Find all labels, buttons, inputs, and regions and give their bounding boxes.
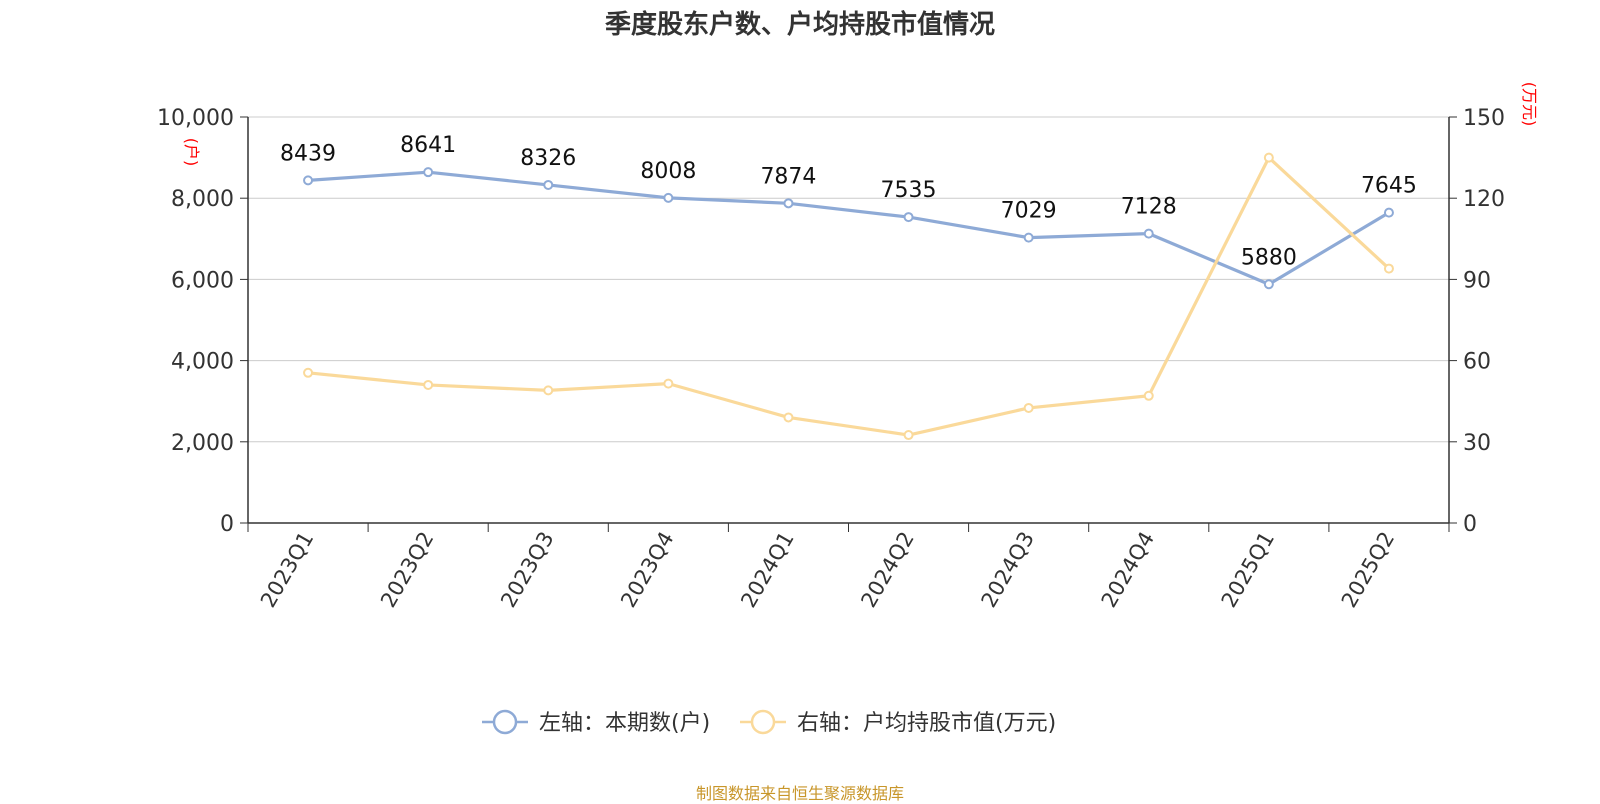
- legend: 左轴：本期数(户) 右轴：户均持股市值(万元): [482, 709, 1056, 736]
- right-tick-label: 90: [1463, 268, 1491, 293]
- right-tick-label: 30: [1463, 431, 1491, 456]
- data-source-footer: 制图数据来自恒生聚源数据库: [695, 784, 904, 803]
- data-label: 8641: [400, 133, 456, 158]
- data-label: 7874: [760, 164, 816, 189]
- left-axis-ticks: 0 2,000 4,000 6,000 8,000 10,000: [157, 106, 248, 537]
- legend-swatch-marker: [492, 709, 518, 735]
- legend-label: 左轴：本期数(户): [539, 711, 710, 736]
- data-point: [783, 412, 794, 423]
- data-point: [303, 175, 314, 186]
- category-label: 2023Q2: [376, 528, 438, 612]
- data-point: [1023, 402, 1034, 413]
- axes: [247, 117, 1450, 532]
- series-line-1: [307, 170, 1390, 286]
- category-label: 2023Q3: [496, 528, 558, 612]
- data-point: [1263, 279, 1274, 290]
- gridlines: [248, 116, 1449, 443]
- right-tick-label: 150: [1463, 106, 1505, 131]
- category-label: 2025Q1: [1217, 528, 1279, 612]
- data-label: 8008: [640, 159, 696, 184]
- data-point: [543, 385, 554, 396]
- data-point: [903, 430, 914, 441]
- data-point: [1143, 390, 1154, 401]
- category-label: 2025Q2: [1337, 528, 1399, 612]
- category-label: 2023Q4: [616, 528, 678, 612]
- left-tick-label: 2,000: [171, 431, 234, 456]
- data-point: [423, 379, 434, 390]
- data-point: [663, 378, 674, 389]
- data-point: [783, 198, 794, 209]
- data-point: [1143, 228, 1154, 239]
- data-point: [663, 192, 674, 203]
- data-label: 7645: [1361, 174, 1417, 199]
- right-axis-ticks: 0 30 60 90 120 150: [1449, 106, 1505, 537]
- data-point: [303, 367, 314, 378]
- left-tick-label: 10,000: [157, 106, 234, 131]
- data-point: [903, 212, 914, 223]
- series-line-2: [307, 156, 1391, 437]
- category-label: 2023Q1: [256, 528, 318, 612]
- legend-label: 右轴：户均持股市值(万元): [797, 711, 1056, 736]
- category-label: 2024Q4: [1097, 528, 1159, 612]
- right-tick-label: 0: [1463, 512, 1477, 537]
- right-tick-label: 60: [1463, 350, 1491, 375]
- data-point: [423, 167, 434, 178]
- series-layer: 8439 8641 8326 8008 7874 7535 7029 7128 5880 7645: [280, 133, 1417, 441]
- category-labels: 2023Q1 2023Q2 2023Q3 2023Q4 2024Q1 2024Q2 2024…: [256, 528, 1399, 612]
- right-axis-unit: (万元): [1520, 82, 1539, 127]
- data-label: 8439: [280, 141, 336, 166]
- data-point: [1383, 207, 1394, 218]
- legend-item-2: 右轴：户均持股市值(万元): [740, 709, 1056, 736]
- legend-swatch-marker: [750, 709, 776, 735]
- data-label: 7128: [1121, 195, 1177, 220]
- data-point: [1383, 263, 1394, 274]
- category-label: 2024Q1: [736, 528, 798, 612]
- data-label: 5880: [1241, 245, 1297, 270]
- chart-title: 季度股东户数、户均持股市值情况: [604, 10, 995, 40]
- data-label: 7535: [881, 178, 937, 203]
- left-tick-label: 4,000: [171, 350, 234, 375]
- category-label: 2024Q2: [856, 528, 918, 612]
- data-point: [543, 179, 554, 190]
- left-tick-label: 0: [220, 512, 234, 537]
- data-point: [1023, 232, 1034, 243]
- left-axis-unit: (户): [182, 138, 201, 167]
- left-tick-label: 8,000: [171, 187, 234, 212]
- right-tick-label: 120: [1463, 187, 1505, 212]
- legend-item-1: 左轴：本期数(户): [482, 709, 710, 736]
- left-tick-label: 6,000: [171, 268, 234, 293]
- data-point: [1263, 152, 1274, 163]
- category-label: 2024Q3: [977, 528, 1039, 612]
- data-label: 7029: [1001, 199, 1057, 224]
- data-label: 8326: [520, 146, 576, 171]
